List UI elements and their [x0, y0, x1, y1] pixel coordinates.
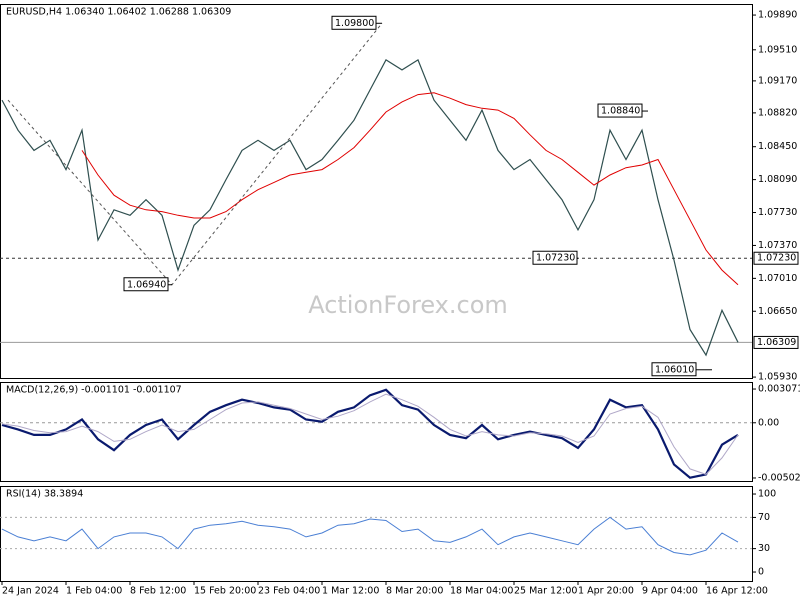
y-tick-label: 0.00	[758, 417, 779, 428]
annotation-box	[123, 277, 169, 292]
y-tick-label: 1.07370	[758, 240, 797, 251]
x-tick-label: 9 Apr 04:00	[642, 586, 698, 597]
x-tick-label: 18 Mar 04:00	[450, 586, 513, 597]
series-line	[81, 92, 739, 286]
x-tick-label: 15 Feb 20:00	[194, 586, 256, 597]
y-tick-label: 1.09170	[758, 75, 797, 86]
panel-title: RSI(14) 38.3894	[6, 489, 83, 500]
annotation-label: 1.09800	[335, 18, 374, 29]
y-tick-label: 0	[758, 567, 764, 578]
y-tick-label: 1.08090	[758, 174, 797, 185]
x-tick-label: 1 Feb 04:00	[66, 586, 122, 597]
y-tick-label: 70	[758, 512, 770, 523]
x-tick-label: 1 Mar 12:00	[322, 586, 379, 597]
panel-frame	[0, 4, 753, 379]
annotation-box	[651, 362, 697, 377]
x-tick-label: 16 Apr 12:00	[706, 586, 768, 597]
y-tick-label: 1.09510	[758, 44, 797, 55]
y-tick-label: -0.005025	[758, 472, 800, 483]
x-tick-label: 25 Mar 12:00	[514, 586, 577, 597]
price-box	[753, 335, 799, 349]
y-tick-label: 0.003071	[758, 384, 800, 395]
panel-frame	[0, 382, 753, 482]
y-tick-label: 1.09890	[758, 10, 797, 21]
x-tick-label: 1 Apr 20:00	[578, 586, 634, 597]
y-tick-label: 1.08820	[758, 107, 797, 118]
price-label: 1.06309	[757, 337, 796, 348]
y-tick-label: 1.07730	[758, 207, 797, 218]
y-tick-label: 1.06650	[758, 306, 797, 317]
y-tick-label: 100	[758, 489, 776, 500]
x-tick-label: 24 Jan 2024	[2, 586, 59, 597]
price-box	[753, 251, 799, 265]
y-tick-label: 1.08450	[758, 141, 797, 152]
annotation-label: 1.08840	[601, 106, 640, 117]
series-line	[1, 516, 739, 556]
annotation-label: 1.06010	[655, 364, 694, 375]
annotation-label: 1.07230	[536, 253, 575, 264]
price-label: 1.07230	[757, 253, 796, 264]
y-tick-label: 1.07010	[758, 273, 797, 284]
annotation-label: 1.06940	[127, 279, 166, 290]
annotation-box	[331, 15, 377, 30]
annotation-box	[597, 103, 643, 118]
annotation-box	[532, 250, 578, 265]
series-line	[1, 393, 739, 475]
series-line	[1, 59, 739, 357]
panel-title: EURUSD,H4 1.06340 1.06402 1.06288 1.0630…	[6, 7, 231, 18]
x-tick-label: 8 Feb 12:00	[130, 586, 186, 597]
watermark: ActionForex.com	[308, 291, 508, 319]
panel-title: MACD(12,26,9) -0.001101 -0.001107	[6, 385, 182, 396]
x-tick-label: 23 Feb 04:00	[258, 586, 320, 597]
x-tick-label: 8 Mar 20:00	[386, 586, 443, 597]
panel-frame	[0, 486, 753, 582]
y-tick-label: 1.05930	[758, 372, 797, 383]
y-tick-label: 30	[758, 543, 770, 554]
